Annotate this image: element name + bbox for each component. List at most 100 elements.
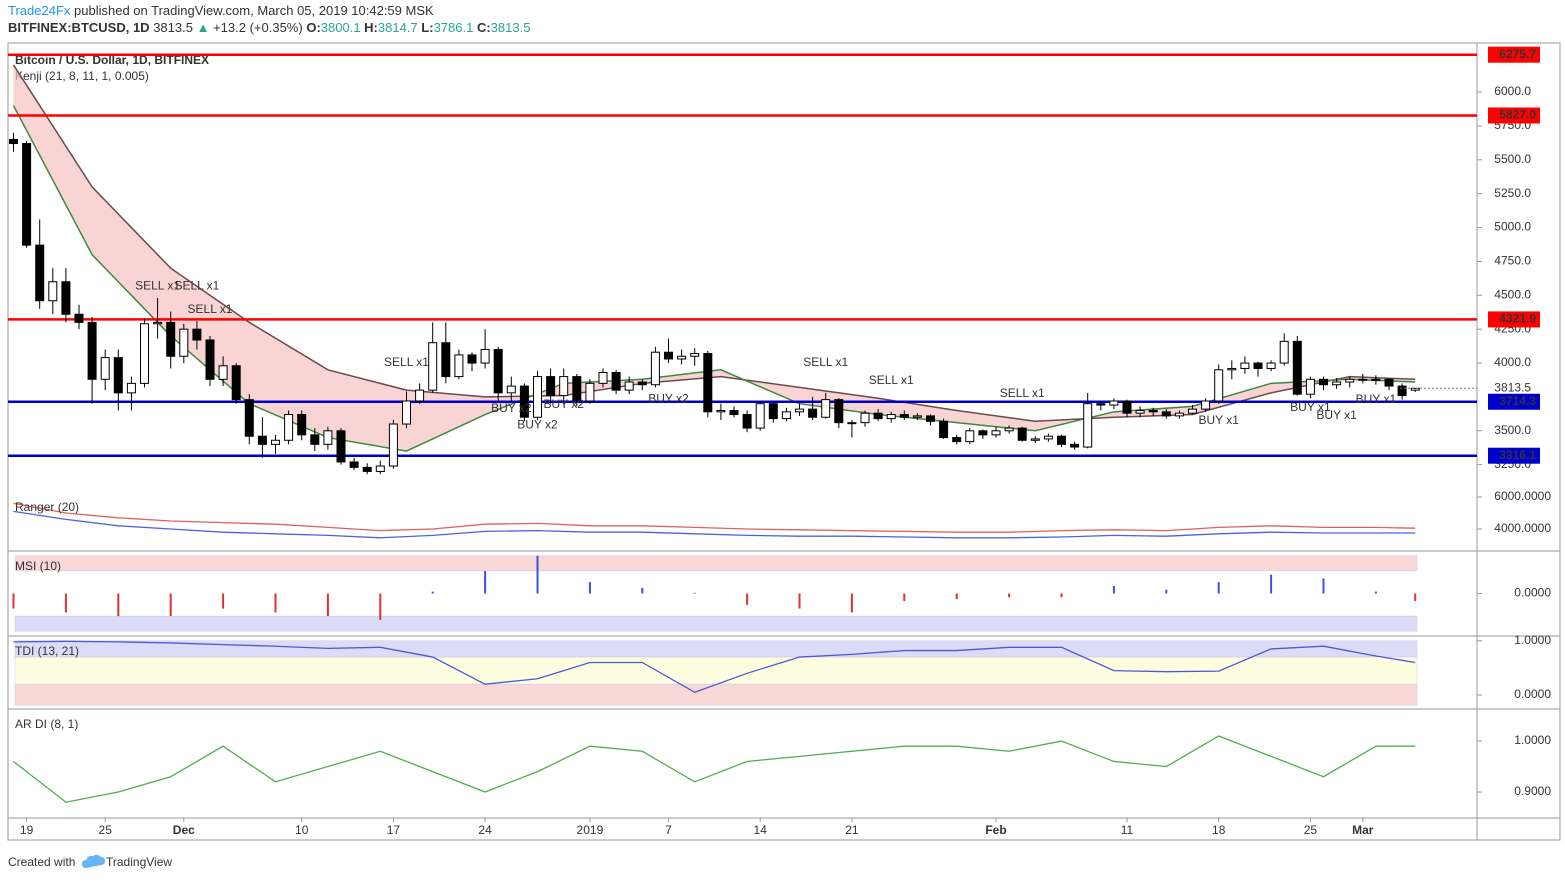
x-tick-label: Dec — [173, 823, 195, 837]
candle-body — [205, 339, 215, 380]
candle-body — [598, 372, 608, 384]
candle-body — [310, 434, 320, 445]
x-tick-label: 24 — [478, 823, 492, 837]
candle-body — [1410, 387, 1420, 391]
indicator-name: AR DI (8, 1) — [15, 717, 78, 731]
candle-body — [677, 355, 687, 360]
indicator-name: TDI (13, 21) — [15, 644, 79, 658]
candle-body — [768, 403, 778, 420]
candle-body — [74, 313, 84, 323]
candle-body — [126, 382, 136, 394]
msi-bar — [1322, 578, 1325, 594]
zone — [14, 640, 1418, 658]
footer-brand[interactable]: TradingView — [106, 855, 172, 869]
x-tick-label: 21 — [845, 823, 859, 837]
signal-label: SELL x1 — [384, 355, 429, 369]
candle-body — [664, 351, 673, 360]
msi-bar — [1165, 589, 1168, 594]
signal-label: BUY x2 — [648, 391, 689, 405]
chart-title: Bitcoin / U.S. Dollar, 1D, BITFINEX — [15, 53, 209, 67]
candle-body — [9, 138, 18, 145]
candle-body — [415, 389, 425, 402]
candle-body — [1305, 378, 1315, 395]
candle-body — [1384, 378, 1394, 387]
msi-bar — [117, 593, 120, 617]
candle-body — [1397, 385, 1407, 397]
candle-body — [336, 430, 346, 463]
candle-body — [1043, 435, 1053, 440]
zone — [14, 555, 1418, 572]
msi-bar — [1270, 574, 1273, 594]
candle-body — [1214, 369, 1224, 402]
msi-bar — [955, 593, 958, 600]
x-tick-label: 19 — [20, 823, 34, 837]
candle-body — [192, 328, 202, 341]
price: 3813.5 — [153, 20, 193, 35]
candle-body — [467, 354, 477, 364]
change: +13.2 (+0.35%) — [213, 20, 303, 35]
candle-body — [284, 414, 294, 441]
signal-label: BUY x1 — [1356, 392, 1397, 406]
close: 3813.5 — [491, 20, 531, 35]
candle-body — [244, 399, 254, 437]
candle-body — [87, 321, 97, 380]
signal-label: SELL x1 — [1000, 386, 1045, 400]
candle-body — [1188, 408, 1197, 414]
y-tick-label: 5250.0 — [1494, 186, 1531, 200]
c-label: C: — [477, 20, 491, 35]
level-label: 6275.7 — [1499, 47, 1536, 61]
y-tick-label: 0.9000 — [1514, 784, 1551, 798]
msi-bar — [1217, 582, 1220, 594]
candle-body — [965, 430, 975, 443]
msi-bar — [274, 593, 277, 613]
candle-body — [323, 430, 333, 445]
candle-body — [1030, 438, 1040, 441]
x-tick-label: 17 — [387, 823, 401, 837]
candle-body — [742, 414, 752, 429]
published: published on TradingView.com, March 05, … — [74, 3, 434, 18]
y-tick-label: 5500.0 — [1494, 152, 1531, 166]
level-label-box — [1488, 393, 1540, 410]
candle-body — [428, 342, 438, 391]
y-tick-label: 4750.0 — [1494, 254, 1531, 268]
candle-body — [585, 382, 595, 402]
candle-body — [1083, 403, 1093, 448]
author[interactable]: Trade24Fx — [8, 3, 71, 18]
msi-bar — [588, 582, 591, 594]
candle-body — [231, 365, 241, 401]
candle-body — [978, 430, 988, 436]
zone — [14, 683, 1418, 706]
overlay-name: Kenji (21, 8, 11, 1, 0.005) — [15, 69, 149, 83]
msi-bar — [746, 593, 749, 605]
candle-body — [1279, 340, 1289, 364]
y-tick-label: 4000.0000 — [1494, 521, 1551, 535]
msi-bar — [693, 592, 696, 594]
low: 3786.1 — [434, 20, 474, 35]
candle-body — [1345, 378, 1355, 383]
candle-body — [611, 372, 621, 391]
level-label-box — [1488, 447, 1540, 464]
candle-body — [912, 415, 922, 418]
msi-bar — [64, 593, 67, 613]
x-tick-label: 14 — [754, 823, 768, 837]
signal-label: BUY x2 — [543, 397, 584, 411]
candle-body — [1266, 362, 1276, 369]
msi-bar — [379, 593, 382, 620]
x-tick-label: 10 — [295, 823, 309, 837]
candle-body — [847, 422, 857, 425]
candle-body — [179, 328, 189, 357]
candle-body — [1017, 427, 1027, 441]
candle-body — [821, 399, 831, 418]
level-label: 3316.1 — [1499, 448, 1536, 462]
msi-bar — [484, 570, 487, 594]
candle-body — [1227, 367, 1237, 371]
level-label: 3714.3 — [1499, 394, 1536, 408]
y-tick-label: 6000.0000 — [1494, 489, 1551, 503]
signal-label: BUY x2 — [491, 401, 532, 415]
candle-body — [650, 351, 660, 386]
candle-body — [153, 321, 163, 325]
candle-body — [899, 414, 909, 418]
header-line: Trade24Fx published on TradingView.com, … — [8, 3, 434, 18]
candle-body — [952, 437, 962, 443]
